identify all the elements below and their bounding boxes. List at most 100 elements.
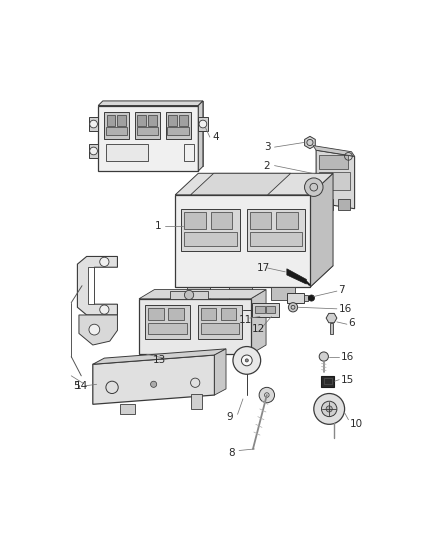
Bar [181,209,240,251]
Bar [287,294,304,303]
Text: 5: 5 [73,381,79,391]
Bar [166,112,191,140]
Circle shape [304,178,323,196]
Bar [276,212,298,229]
Text: 12: 12 [252,324,265,334]
Polygon shape [313,146,355,156]
Polygon shape [88,267,94,304]
Bar [168,115,177,126]
Polygon shape [93,349,226,364]
Circle shape [184,290,194,300]
Circle shape [259,387,275,403]
Bar [117,115,126,126]
Circle shape [314,393,345,424]
Text: 2: 2 [264,160,270,171]
Bar [272,287,294,300]
Text: 10: 10 [350,419,363,429]
Bar [198,305,242,339]
Polygon shape [78,256,117,315]
Bar [120,405,135,414]
Text: 6: 6 [349,318,355,328]
Bar [89,144,98,158]
Polygon shape [316,150,355,209]
Polygon shape [175,173,333,195]
Bar [175,195,310,287]
Bar [338,199,350,210]
Circle shape [100,257,109,266]
Bar [184,212,206,229]
Bar [229,287,252,300]
Polygon shape [103,101,203,166]
Text: 16: 16 [339,304,352,314]
Bar [170,291,208,299]
Text: 1: 1 [155,221,161,231]
Text: 7: 7 [339,285,345,295]
Bar [148,324,187,334]
Circle shape [233,346,261,374]
Bar [201,324,239,334]
Polygon shape [198,101,203,171]
Circle shape [241,355,252,366]
Bar [321,199,333,210]
Bar [250,212,272,229]
Polygon shape [251,289,266,354]
Bar [324,378,332,384]
Circle shape [288,303,298,312]
Circle shape [326,406,332,412]
Bar [184,144,194,161]
Text: 15: 15 [341,375,354,385]
Bar [137,127,158,135]
Circle shape [319,352,328,361]
Bar [106,127,127,135]
Bar [106,144,148,161]
Bar [148,308,164,320]
Bar [167,127,189,135]
Polygon shape [98,106,198,171]
Bar [184,232,237,246]
Bar [321,376,334,386]
Bar [148,115,157,126]
Text: 8: 8 [228,448,235,458]
Circle shape [151,381,157,387]
Bar [135,112,160,140]
Bar [221,308,236,320]
Text: 11: 11 [239,316,252,325]
Circle shape [89,324,100,335]
Bar [319,172,350,190]
Polygon shape [310,173,333,287]
Bar [168,308,184,320]
Circle shape [90,120,97,128]
Bar [198,117,208,131]
Bar [319,155,349,168]
Bar [145,305,190,339]
Bar [139,299,251,354]
Bar [266,306,276,313]
Text: 9: 9 [227,411,233,422]
Bar [187,287,210,300]
Text: 14: 14 [74,381,88,391]
Text: 16: 16 [341,352,354,361]
Circle shape [308,295,314,301]
Bar [89,117,98,131]
Polygon shape [215,349,226,395]
Bar [247,209,305,251]
Polygon shape [191,173,291,195]
Bar [252,303,279,317]
Bar [255,306,265,313]
Bar [330,324,333,334]
Text: 13: 13 [153,356,166,366]
Bar [250,232,302,246]
Circle shape [90,147,97,155]
Polygon shape [139,289,266,299]
Text: 3: 3 [264,142,270,152]
Bar [211,212,232,229]
Circle shape [100,305,109,314]
Text: 4: 4 [212,132,219,142]
Bar [138,115,146,126]
Bar [179,115,187,126]
Polygon shape [304,136,315,149]
Text: 17: 17 [257,263,270,273]
Polygon shape [93,355,215,405]
Polygon shape [287,269,307,284]
Bar [191,393,202,409]
